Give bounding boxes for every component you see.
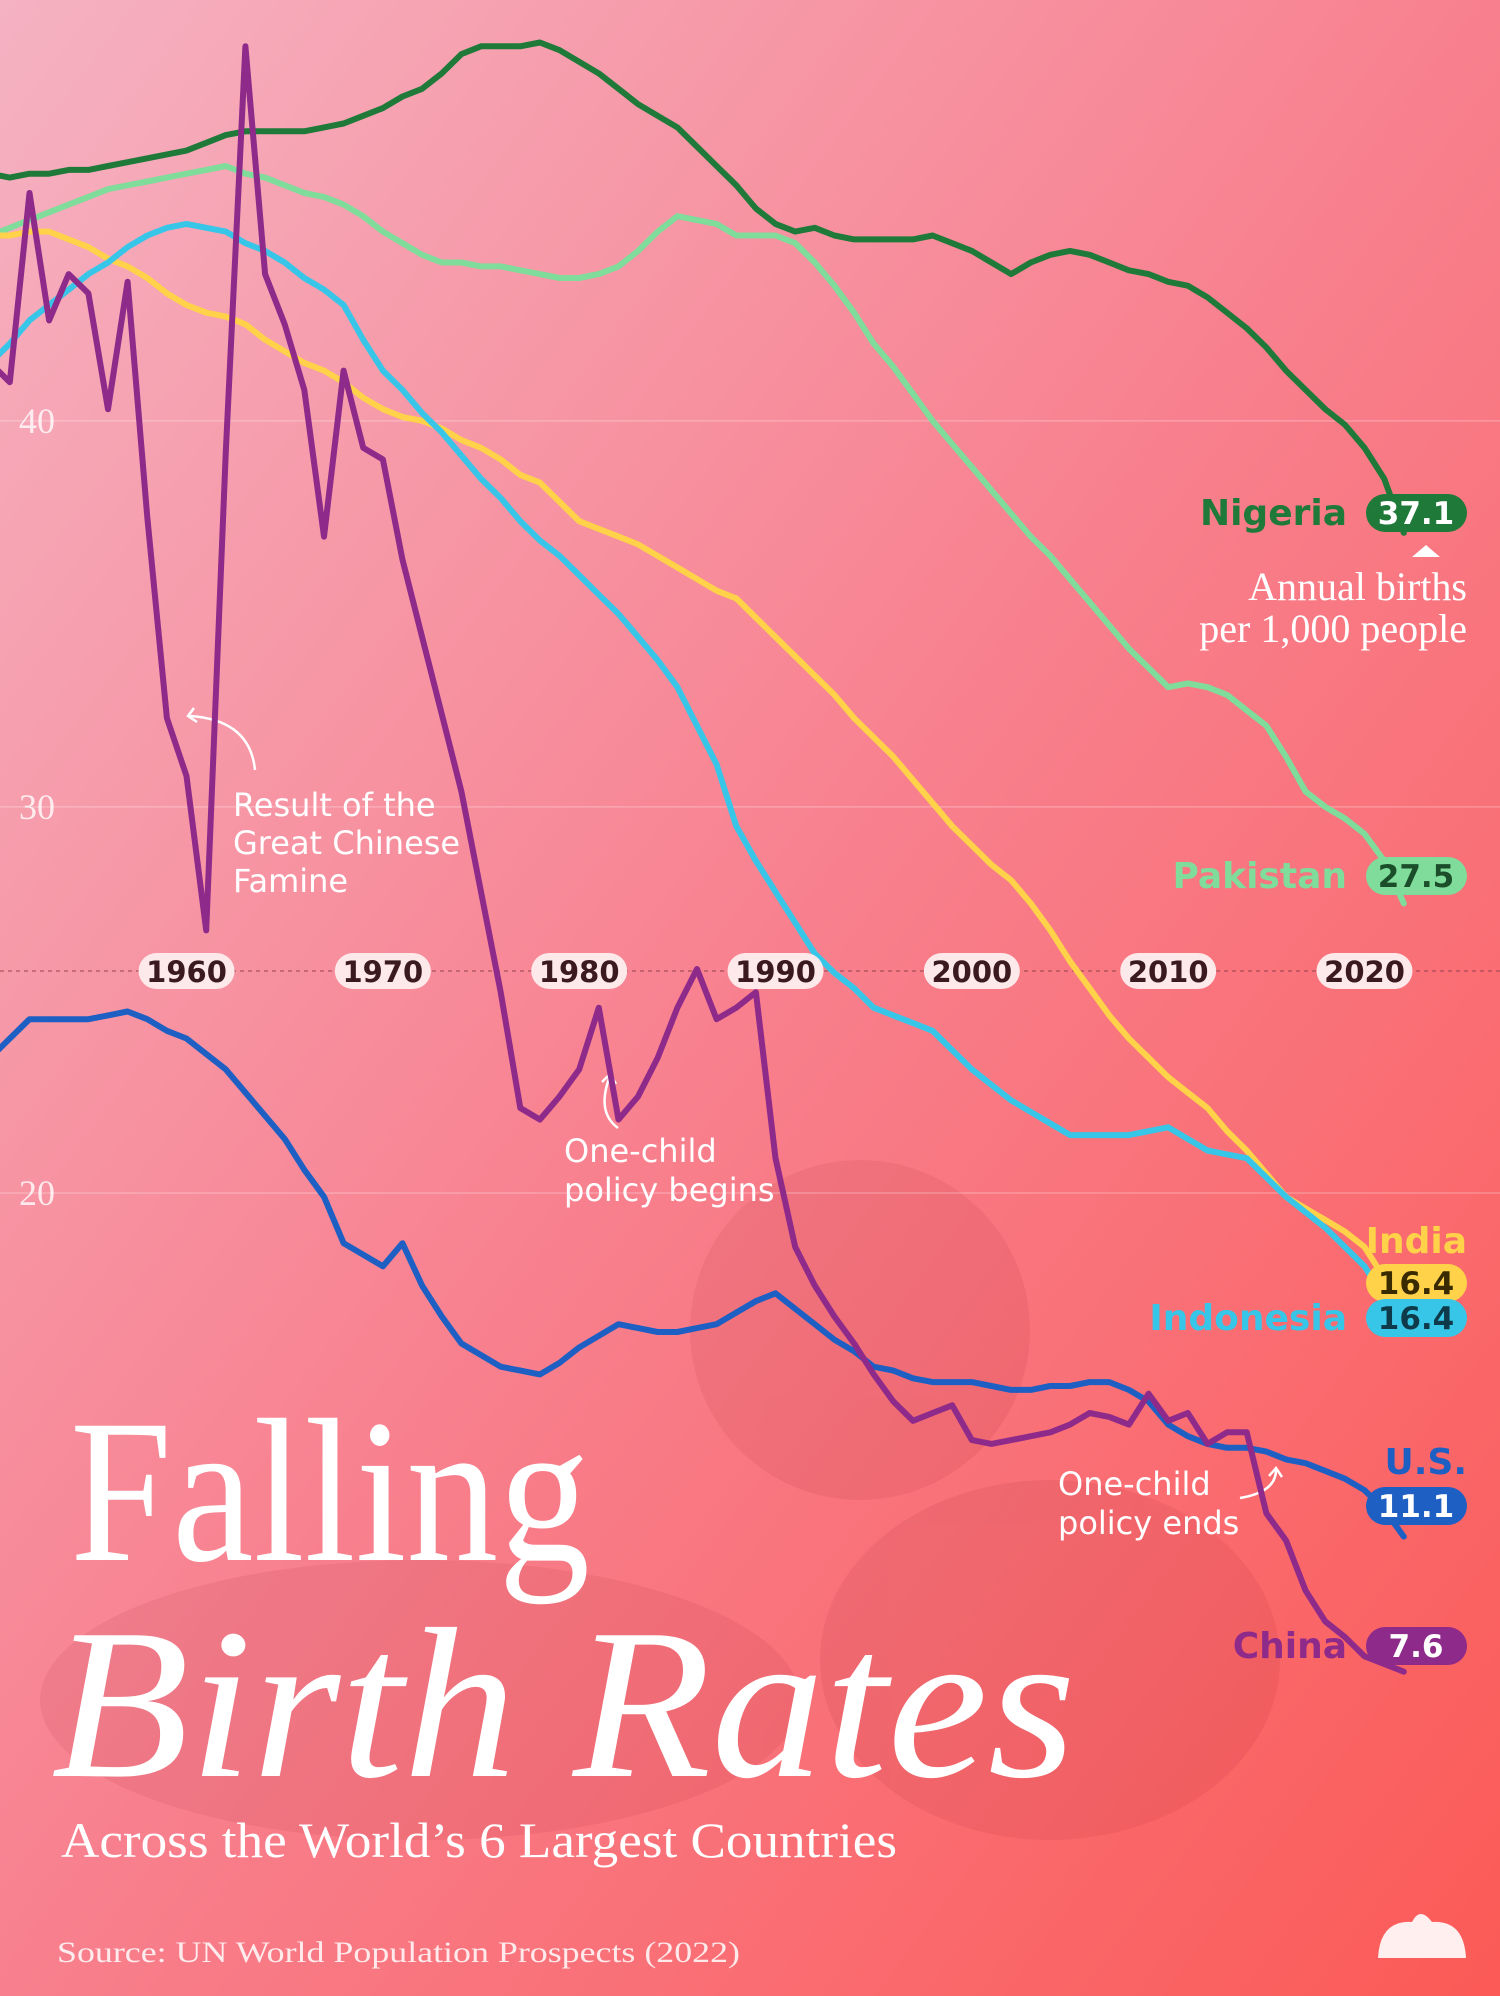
end-value: 11.1 [1378,1489,1455,1525]
end-badge [1366,494,1467,532]
series-line [0,228,1407,1335]
series-name: U.S. [1384,1442,1467,1483]
series-name: Indonesia [1149,1298,1347,1339]
series-line [0,1008,1407,1540]
annotation: Great Chinese [233,824,460,862]
x-tick-label: 1970 [342,955,423,989]
x-tick-pill [1120,953,1217,989]
annotation: Result of the [233,786,436,824]
series-line [0,220,1407,1335]
source: Source: UN World Population Prospects (2… [57,1936,740,1969]
logo [1378,1914,1466,1958]
end-badge [1366,857,1467,895]
x-tick-label: 1980 [539,955,620,989]
x-tick-label: 1990 [735,955,816,989]
annotation-arrow [189,714,257,771]
series-name: India [1366,1221,1467,1262]
series-line [0,43,1407,1675]
series-name: China [1233,1626,1347,1667]
annotation: One-child [564,1132,717,1170]
end-badge [1366,1627,1467,1665]
title: Falling [70,1378,590,1605]
series-name: Nigeria [1200,493,1347,534]
unit-pointer [1412,545,1440,557]
x-tick-pill [334,953,431,989]
annotation: policy ends [1058,1504,1239,1542]
series-line [0,163,1407,907]
unit-note: per 1,000 people [1199,606,1467,651]
end-value: 16.4 [1378,1266,1455,1302]
x-tick-pill [1316,953,1413,989]
x-tick-pill [923,953,1020,989]
end-value: 7.6 [1389,1629,1444,1665]
y-tick-label: 30 [19,787,55,827]
series-name: Pakistan [1172,856,1347,897]
annotation: One-child [1058,1465,1211,1503]
x-tick-label: 2010 [1128,955,1209,989]
title: Birth Rates [51,1584,1076,1823]
x-tick-pill [138,953,235,989]
annotation-arrow [603,1075,619,1130]
subtitle: Across the World’s 6 Largest Countries [61,1812,897,1868]
end-value: 16.4 [1378,1301,1455,1337]
annotation-arrow [186,707,198,724]
end-badge [1366,1299,1467,1337]
x-tick-pill [531,953,628,989]
x-tick-pill [727,953,824,989]
series-line [0,39,1407,536]
y-tick-label: 40 [19,401,55,441]
silhouette [40,1160,1280,1840]
annotation-arrow [1239,1469,1278,1500]
annotation-arrow [1268,1465,1284,1478]
x-tick-label: 1960 [146,955,227,989]
x-tick-label: 2000 [931,955,1012,989]
end-badge [1366,1264,1467,1302]
unit-note: Annual births [1248,564,1467,609]
y-tick-label: 20 [19,1173,55,1213]
annotation: policy begins [564,1171,775,1209]
end-value: 27.5 [1378,859,1455,895]
end-badge [1366,1487,1467,1525]
x-tick-label: 2020 [1324,955,1405,989]
end-value: 37.1 [1378,496,1455,532]
annotation: Famine [233,862,348,900]
